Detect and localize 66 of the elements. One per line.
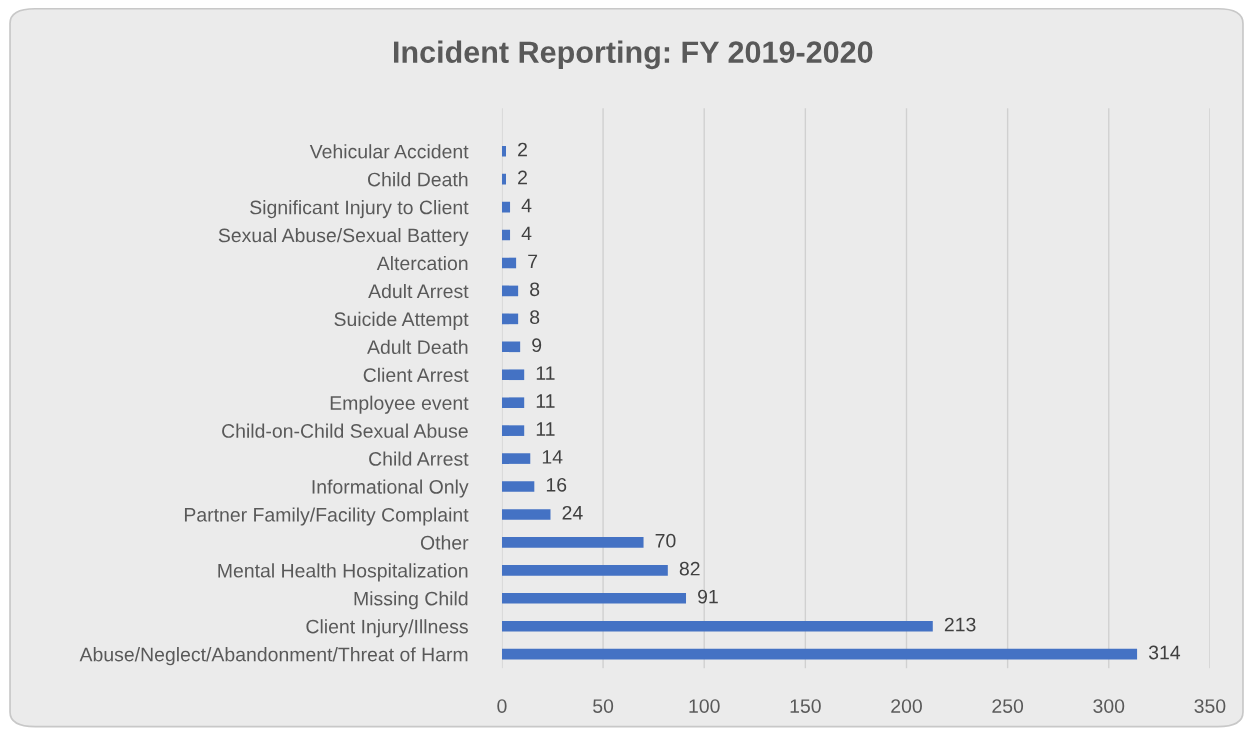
data-label: 213 [944, 617, 976, 632]
data-label: 4 [521, 226, 532, 241]
x-tick-label: 350 [1194, 699, 1226, 713]
data-label: 4 [521, 198, 532, 213]
y-tick-label: Altercation [376, 255, 468, 271]
x-tick-label: 100 [689, 699, 720, 713]
y-tick-label: Vehicular Accident [309, 144, 469, 159]
x-tick-label: 0 [497, 699, 507, 713]
data-label: 8 [530, 282, 540, 297]
bar [501, 648, 1138, 660]
bar [501, 425, 525, 436]
y-tick-label: Adult Death [367, 339, 468, 355]
y-tick-label: Child Death [368, 172, 468, 187]
bar [501, 341, 521, 353]
data-label: 82 [679, 561, 700, 576]
bar [501, 257, 517, 269]
bar [501, 565, 668, 576]
data-label: 2 [518, 142, 527, 157]
data-label: 16 [546, 477, 567, 492]
bar [501, 173, 506, 185]
y-tick-label: Client Injury/Illness [306, 619, 468, 638]
data-label: 91 [698, 589, 718, 604]
data-label: 314 [1148, 645, 1181, 660]
data-label: 24 [562, 505, 583, 520]
y-tick-label: Child-on-Child Sexual Abuse [222, 423, 468, 438]
x-tick-label: 250 [992, 699, 1024, 713]
x-tick-label: 50 [593, 699, 614, 713]
bar [501, 397, 525, 408]
x-tick-label: 300 [1093, 699, 1125, 713]
y-tick-label: Significant Injury to Client [250, 200, 469, 219]
data-label: 2 [518, 170, 527, 185]
bar [501, 481, 535, 492]
data-label: 11 [536, 394, 555, 408]
x-tick-label: 200 [891, 699, 922, 713]
bar [501, 537, 644, 548]
bar [501, 313, 519, 325]
bar [501, 229, 511, 241]
y-tick-label: Other [420, 535, 469, 550]
y-tick-label: Child Arrest [369, 451, 469, 466]
bar [501, 620, 933, 632]
y-tick-label: Suicide Attempt [334, 311, 469, 330]
y-tick-label: Informational Only [312, 479, 469, 498]
data-label: 8 [530, 310, 540, 325]
y-tick-label: Employee event [330, 395, 469, 414]
y-tick-label: Mental Health Hospitalization [218, 563, 468, 582]
data-label: 11 [536, 422, 555, 436]
bar [501, 201, 511, 213]
y-tick-label: Partner Family/Facility Complaint [184, 507, 469, 526]
chart-title: Incident Reporting: FY 2019-2020 [393, 40, 873, 70]
data-label: 14 [542, 450, 563, 464]
bar [501, 145, 506, 157]
y-tick-label: Adult Arrest [368, 283, 469, 299]
data-label: 9 [532, 338, 542, 353]
data-label: 70 [655, 533, 676, 548]
x-tick-label: 150 [790, 699, 821, 713]
y-tick-label: Missing Child [354, 591, 468, 610]
y-tick-label: Client Arrest [363, 367, 469, 382]
bar [501, 285, 519, 297]
bar [501, 592, 687, 604]
y-tick-label: Abuse/Neglect/Abandonment/Threat of Harm [79, 647, 468, 666]
bar [501, 509, 551, 520]
data-label: 7 [528, 254, 538, 269]
y-tick-label: Sexual Abuse/Sexual Battery [218, 228, 469, 247]
data-label: 11 [536, 366, 555, 380]
bar [501, 453, 531, 464]
bar [501, 369, 525, 381]
